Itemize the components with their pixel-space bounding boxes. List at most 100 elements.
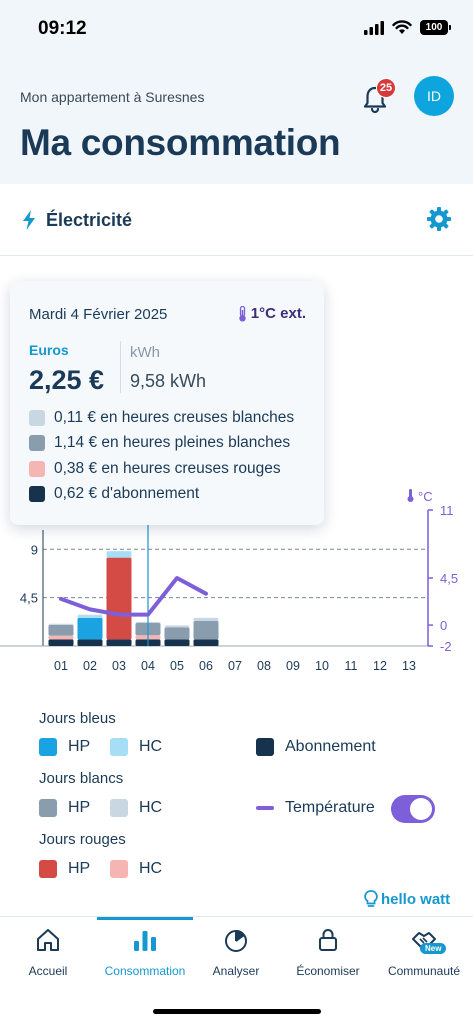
- energy-label: Électricité: [46, 210, 133, 230]
- bar-segment: [193, 621, 219, 640]
- signal-icon: [364, 20, 384, 35]
- legend-label: HP: [68, 860, 91, 877]
- bar-segment: [77, 614, 103, 616]
- x-tick-label: 11: [345, 659, 358, 673]
- tab-label: Économiser: [296, 964, 360, 978]
- legend-abonnement[interactable]: Abonnement: [256, 738, 376, 756]
- legend-label: Abonnement: [285, 738, 376, 755]
- tooltip-row: 0,38 € en heures creuses rouges: [29, 456, 294, 482]
- legend-blanc-hp[interactable]: HP: [39, 799, 90, 817]
- legend-group-bleus: Jours bleus: [39, 710, 116, 727]
- bar-segment: [77, 615, 103, 618]
- tooltip-row-text: 1,14 € en heures pleines blanches: [54, 434, 291, 452]
- bar-segment: [164, 639, 190, 646]
- bar-segment: [164, 625, 190, 628]
- bar-segment: [48, 623, 74, 625]
- status-bar: 09:12 100: [0, 0, 473, 56]
- temp-tick-label: 4,5: [440, 571, 458, 586]
- lightbulb-icon: [364, 890, 378, 907]
- hellowatt-logo: hello watt: [364, 890, 450, 908]
- legend-swatch: [110, 860, 128, 878]
- lock-icon: [319, 929, 337, 951]
- tooltip-row: 0,62 € d'abonnement: [29, 482, 294, 508]
- thermometer-icon: [409, 489, 412, 498]
- legend-bleu-hc[interactable]: HC: [110, 738, 162, 756]
- tooltip-euros-value: 2,25 €: [29, 365, 105, 395]
- legend-temperature: Température: [256, 799, 375, 817]
- bar-segment: [164, 627, 190, 640]
- bar-segment: [48, 639, 74, 646]
- active-tab-indicator: [97, 917, 193, 920]
- wifi-icon: [392, 20, 412, 34]
- pie-chart-icon: [225, 929, 247, 952]
- x-tick-label: 09: [286, 659, 300, 673]
- tooltip-euros-label: Euros: [29, 342, 69, 358]
- tooltip-row-text: 0,11 € en heures creuses blanches: [54, 408, 295, 426]
- x-tick-label: 10: [315, 659, 329, 673]
- x-tick-label: 04: [141, 659, 155, 673]
- tooltip-row-text: 0,62 € d'abonnement: [54, 485, 200, 503]
- legend-blanc-hc[interactable]: HC: [110, 799, 162, 817]
- y-tick-label: 4,5: [20, 591, 38, 606]
- legend-group-rouges: Jours rouges: [39, 831, 126, 848]
- tab-accueil[interactable]: Accueil: [18, 917, 78, 987]
- tooltip-swatch: [29, 435, 45, 452]
- energy-selector: Électricité: [0, 184, 473, 256]
- page-header: Mon appartement à Suresnes Ma consommati…: [0, 56, 473, 184]
- page-title: Ma consommation: [20, 122, 341, 163]
- tab-bar: Accueil Consommation Analyser: [0, 916, 473, 1024]
- temp-tick-label: 11: [440, 503, 454, 518]
- x-tick-label: 12: [373, 659, 387, 673]
- tooltip-row: 1,14 € en heures pleines blanches: [29, 431, 294, 457]
- bar-segment: [106, 639, 132, 646]
- home-indicator[interactable]: [153, 1009, 321, 1014]
- gear-icon[interactable]: [426, 206, 452, 232]
- tab-label: Accueil: [28, 964, 68, 978]
- avatar[interactable]: ID: [414, 76, 454, 116]
- temperature-toggle[interactable]: [391, 795, 435, 823]
- legend-label: HP: [68, 738, 91, 755]
- legend-swatch: [110, 738, 128, 756]
- new-badge: New: [420, 943, 447, 954]
- legend-label: HC: [139, 738, 163, 755]
- tab-consommation[interactable]: Consommation: [97, 917, 193, 987]
- property-subtitle: Mon appartement à Suresnes: [20, 89, 205, 105]
- x-tick-label: 03: [112, 659, 126, 673]
- y-tick-label: 9: [31, 542, 38, 557]
- status-time: 09:12: [38, 18, 87, 39]
- tooltip-kwh-value: 9,58 kWh: [130, 371, 207, 391]
- legend-group-blancs: Jours blancs: [39, 770, 124, 787]
- x-tick-label: 02: [83, 659, 97, 673]
- tooltip-temperature: 1°C ext.: [238, 305, 306, 322]
- tooltip-swatch: [29, 460, 45, 477]
- tooltip-temperature-value: 1°C ext.: [250, 305, 306, 322]
- legend-swatch: [39, 860, 57, 878]
- legend-label: HC: [139, 860, 163, 877]
- x-tick-label: 07: [228, 659, 242, 673]
- legend-rouge-hc[interactable]: HC: [110, 860, 162, 878]
- tooltip-divider: [120, 341, 121, 393]
- tab-economiser[interactable]: Économiser: [290, 917, 366, 987]
- x-tick-label: 08: [257, 659, 271, 673]
- temp-tick-label: 0: [440, 618, 447, 633]
- bar-segment: [77, 617, 103, 640]
- x-tick-label: 01: [54, 659, 68, 673]
- legend-swatch: [39, 799, 57, 817]
- chart-tooltip: Mardi 4 Février 2025 1°C ext. Euros 2,25…: [10, 281, 324, 525]
- consumption-chart[interactable]: 9 4,5 11 4,5 0 -2 °C 01 02 03 04 05 06 07 08 09 10 11 12 13: [0, 480, 473, 680]
- legend-line-swatch: [256, 806, 274, 810]
- bar-segment: [106, 551, 132, 558]
- bar-chart-icon: [134, 931, 156, 951]
- temp-tick-label: -2: [440, 639, 452, 654]
- x-tick-label: 05: [170, 659, 184, 673]
- tab-analyser[interactable]: Analyser: [205, 917, 267, 987]
- legend-rouge-hp[interactable]: HP: [39, 860, 90, 878]
- tooltip-date: Mardi 4 Février 2025: [29, 306, 168, 323]
- legend-bleu-hp[interactable]: HP: [39, 738, 90, 756]
- legend-label: HP: [68, 799, 91, 816]
- tooltip-swatch: [29, 409, 45, 426]
- toggle-knob: [410, 798, 432, 820]
- bar-segment: [106, 557, 132, 640]
- bar-segment: [77, 639, 103, 646]
- battery-level: 100: [420, 20, 448, 35]
